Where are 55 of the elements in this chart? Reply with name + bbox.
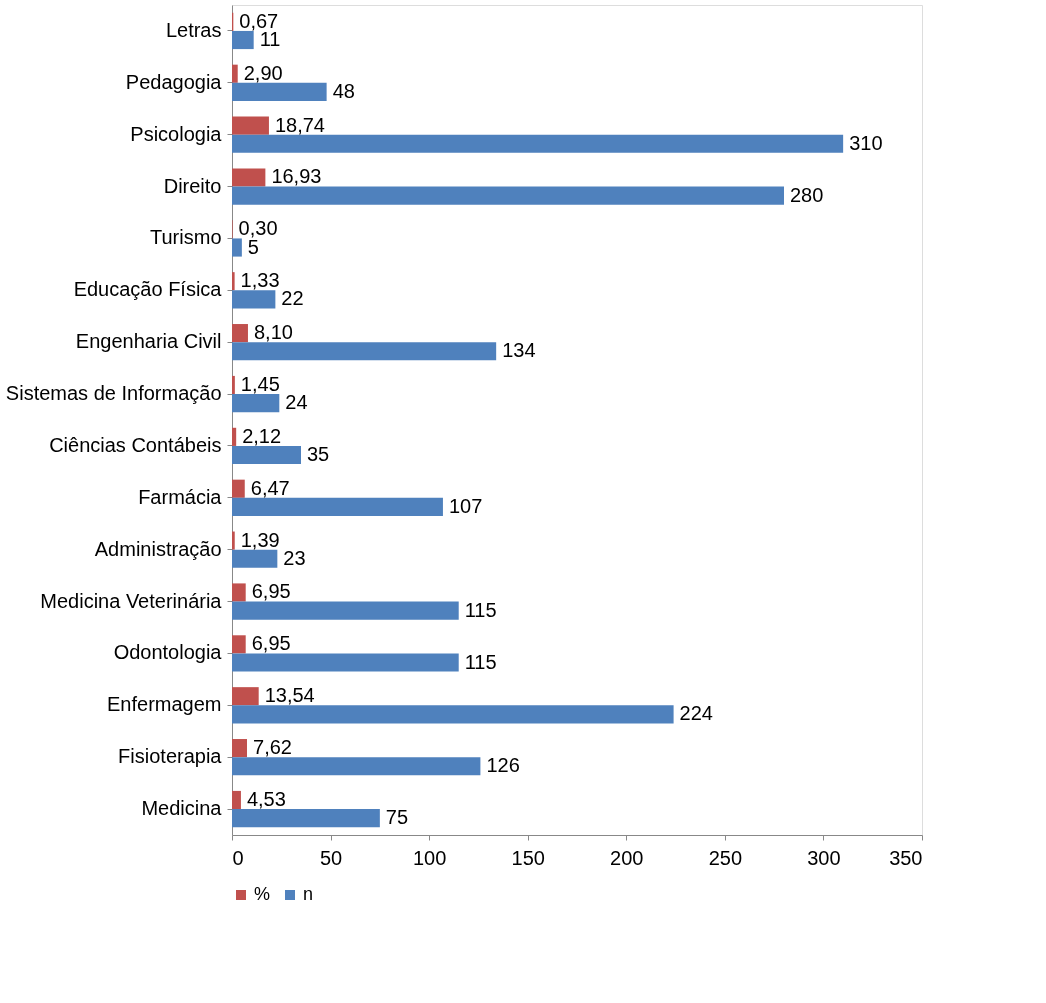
data-label: 18,74 [274,113,326,136]
y-tick-label: Medicina [141,797,223,820]
legend-label: n [303,884,314,904]
data-label: 48 [332,79,355,102]
data-label: 2,12 [242,424,282,447]
data-label: 23 [283,546,306,569]
data-label: 1,45 [240,372,280,395]
data-label: 6,95 [251,580,291,603]
data-label: 1,39 [240,528,280,551]
data-label: 7,62 [253,736,292,759]
y-tick-label: Farmácia [138,485,223,508]
y-tick-label: Ciências Contábeis [49,433,222,456]
x-tick-label: 0 [232,846,244,869]
data-label: 8,10 [253,321,293,344]
data-label: 126 [486,754,520,777]
y-tick-label: Psicologia [130,122,223,145]
data-label: 310 [849,131,883,154]
data-label: 75 [385,806,409,829]
y-tick-label: Turismo [150,226,222,249]
y-tick-label: Direito [163,174,222,197]
data-label: 4,53 [246,787,286,810]
y-tick-label: Letras [165,18,222,41]
data-label: 115 [464,598,497,621]
legend-label: % [254,884,271,904]
data-label: 24 [285,391,308,414]
data-label: 16,93 [271,165,322,188]
y-tick-label: Sistemas de Informação [5,382,222,405]
data-label: 22 [281,287,304,310]
x-tick-label: 250 [708,846,743,869]
x-tick-label: 150 [511,846,545,869]
data-label: 134 [502,339,536,362]
x-tick-label: 100 [412,846,447,869]
y-tick-label: Odontologia [113,641,223,664]
data-label: 0,30 [238,217,278,240]
y-tick-label: Engenharia Civil [75,330,222,353]
data-label: 280 [790,183,824,206]
y-tick-label: Enfermagem [107,693,222,716]
x-tick-label: 50 [319,846,343,869]
data-label: 224 [679,702,713,725]
y-tick-label: Pedagogia [125,70,223,93]
x-tick-label: 300 [807,846,841,869]
y-tick-label: Fisioterapia [118,745,223,768]
y-tick-label: Educação Física [73,278,223,301]
data-label: 6,47 [250,476,290,499]
data-label: 13,54 [264,684,315,707]
data-label: 6,95 [251,632,291,655]
x-tick-label: 200 [610,846,644,869]
data-label: 2,90 [243,61,283,84]
y-tick-label: Medicina Veterinária [40,589,223,612]
data-label: 35 [307,443,330,466]
x-tick-label: 350 [889,846,923,869]
data-label: 1,33 [240,269,280,292]
y-tick-label: Administração [94,537,222,560]
data-label: 115 [464,650,497,673]
data-label: 107 [448,494,483,517]
